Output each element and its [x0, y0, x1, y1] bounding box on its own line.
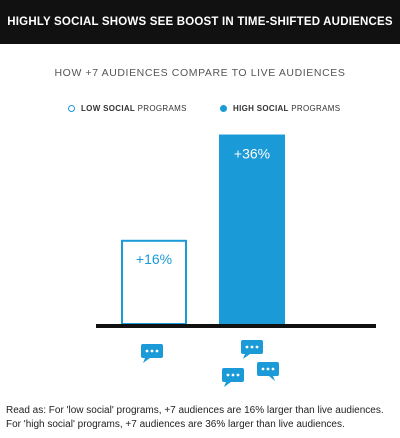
legend-item-low-social: LOW SOCIAL PROGRAMS — [68, 104, 187, 113]
bar-high-social — [219, 134, 285, 324]
legend-label-high-rest: PROGRAMS — [288, 104, 341, 113]
legend-marker-low — [68, 105, 75, 112]
legend-marker-high — [220, 105, 227, 112]
caption: Read as: For 'low social' programs, +7 a… — [6, 404, 398, 432]
chat-bubble-icon — [241, 340, 263, 359]
caption-line-2: For 'high social' programs, +7 audiences… — [6, 419, 345, 430]
banner: HIGHLY SOCIAL SHOWS SEE BOOST IN TIME-SH… — [0, 0, 400, 44]
chat-bubble-icon — [222, 368, 244, 387]
chat-bubble-icon — [257, 362, 279, 381]
chat-bubble-icon — [141, 344, 163, 363]
legend-label-low-bold: LOW SOCIAL — [81, 104, 136, 113]
data-label-low-social: +16% — [136, 251, 172, 267]
chart-title: HOW +7 AUDIENCES COMPARE TO LIVE AUDIENC… — [54, 67, 346, 79]
legend-label-high-bold: HIGH SOCIAL — [233, 104, 289, 113]
banner-title: HIGHLY SOCIAL SHOWS SEE BOOST IN TIME-SH… — [7, 16, 393, 28]
data-label-high-social: +36% — [234, 146, 270, 162]
legend-label-low-rest: PROGRAMS — [135, 104, 187, 113]
caption-line-1: Read as: For 'low social' programs, +7 a… — [6, 405, 384, 416]
legend-item-high-social: HIGH SOCIAL PROGRAMS — [220, 104, 340, 113]
